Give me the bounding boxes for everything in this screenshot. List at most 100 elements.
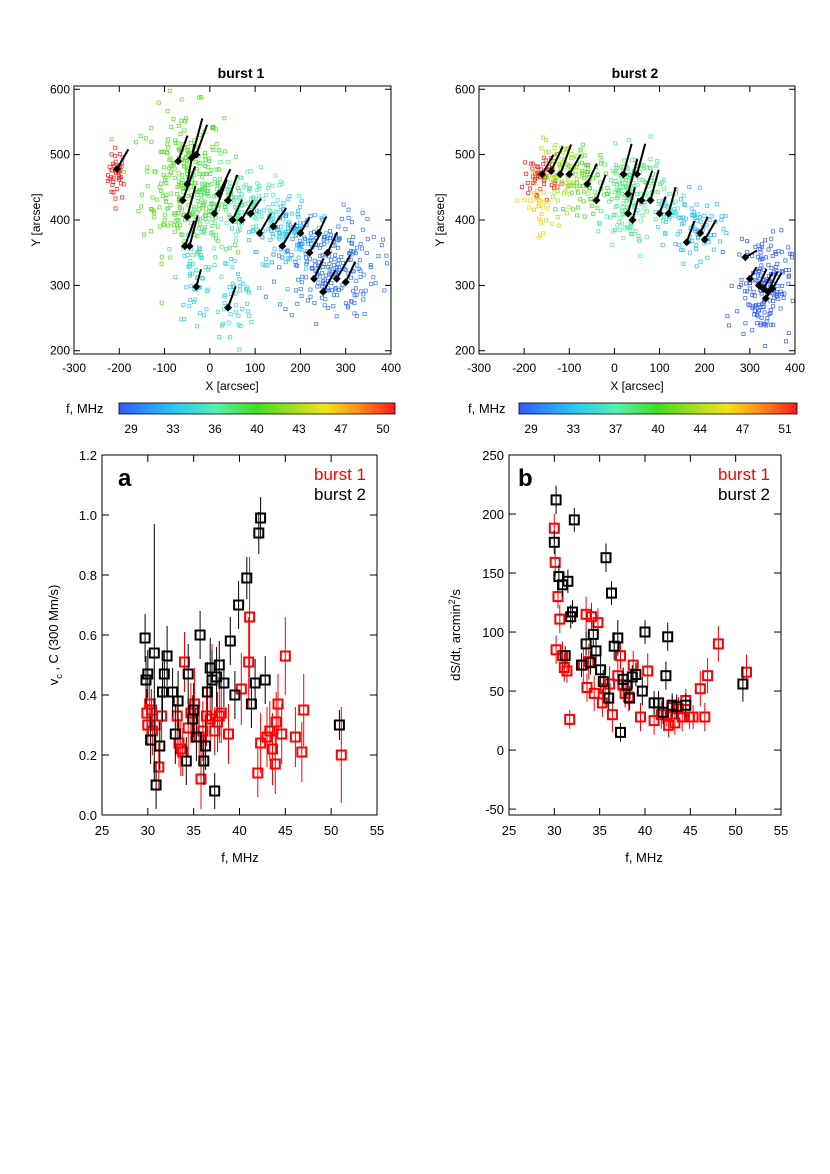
source-point <box>376 254 381 259</box>
source-point <box>153 169 157 174</box>
source-point <box>283 213 288 218</box>
source-point <box>283 307 288 311</box>
source-point <box>184 116 189 121</box>
motion-vector <box>217 168 232 195</box>
source-point <box>768 308 773 312</box>
source-point <box>320 295 324 300</box>
source-point <box>157 205 162 210</box>
source-point <box>279 224 284 229</box>
data-point <box>603 692 615 704</box>
source-point <box>206 213 211 218</box>
source-point <box>150 195 155 200</box>
data-point <box>245 698 257 710</box>
source-point <box>238 288 243 293</box>
data-point <box>568 514 580 526</box>
source-point <box>332 257 337 262</box>
source-point <box>349 275 353 280</box>
source-point <box>622 158 627 163</box>
source-point <box>296 277 301 282</box>
source-point <box>308 256 312 261</box>
source-point <box>354 292 359 297</box>
source-point <box>159 254 164 259</box>
source-point <box>636 233 641 238</box>
source-point <box>694 246 698 251</box>
source-point <box>240 282 245 286</box>
source-point <box>299 198 304 203</box>
source-point <box>271 202 276 207</box>
source-point <box>215 224 220 229</box>
source-point <box>615 194 620 199</box>
source-point <box>341 202 346 207</box>
source-point <box>210 230 215 235</box>
data-point <box>235 683 247 695</box>
source-point <box>118 152 122 157</box>
source-point <box>176 124 181 129</box>
source-point <box>195 167 200 172</box>
colorbar-tick-label: 37 <box>609 422 623 436</box>
source-point <box>613 141 618 146</box>
source-point <box>385 261 389 266</box>
source-centroid <box>619 170 628 179</box>
source-point <box>326 288 331 293</box>
source-point <box>255 181 260 186</box>
colorbar-tick-label: 47 <box>736 422 750 436</box>
map-panel-burst-2: burst 2 -300 -200 -100 0 100 200 300 400 200 300 4… <box>433 65 805 436</box>
source-point <box>718 239 723 244</box>
source-point <box>316 280 321 285</box>
data-point <box>157 686 168 698</box>
source-point <box>536 204 541 209</box>
source-point <box>768 243 773 248</box>
legend-burst-2: burst 2 <box>718 485 770 504</box>
source-point <box>219 274 224 279</box>
motion-vector <box>703 219 717 241</box>
source-point <box>209 201 214 206</box>
source-point <box>111 180 116 185</box>
source-point <box>211 125 216 130</box>
source-point <box>766 247 771 252</box>
source-point <box>335 266 339 270</box>
source-point <box>640 213 645 218</box>
source-point <box>185 148 190 152</box>
source-centroid <box>183 212 192 221</box>
source-point <box>309 235 314 240</box>
data-point <box>694 683 706 695</box>
source-point <box>140 192 144 197</box>
source-point <box>565 162 570 167</box>
source-point <box>678 216 683 221</box>
data-point <box>172 695 184 707</box>
source-point <box>164 151 169 156</box>
source-point <box>197 160 202 165</box>
source-point <box>530 166 535 171</box>
source-point <box>183 119 187 123</box>
source-point <box>619 221 624 226</box>
source-point <box>176 218 181 223</box>
source-point <box>550 179 555 184</box>
source-point <box>574 177 579 182</box>
map-title: burst 2 <box>612 65 659 81</box>
y-tick-label: -50 <box>485 802 504 817</box>
source-point <box>353 286 358 291</box>
source-point <box>614 165 619 170</box>
source-point <box>270 184 275 189</box>
source-point <box>723 214 728 218</box>
source-centroid <box>646 196 655 205</box>
data-point <box>298 704 310 716</box>
source-point <box>368 265 373 270</box>
source-point <box>561 207 566 211</box>
source-point <box>597 220 601 225</box>
source-point <box>250 196 255 201</box>
source-point <box>595 205 600 210</box>
data-point <box>687 711 699 723</box>
x-tick-label: 200 <box>290 361 310 375</box>
source-point <box>216 148 221 153</box>
source-point <box>134 140 138 145</box>
source-point <box>644 235 649 240</box>
source-point <box>584 163 589 168</box>
motion-vector <box>181 165 197 201</box>
source-point <box>546 149 551 154</box>
colorbar-tick-label: 51 <box>778 422 792 436</box>
source-point <box>541 162 546 167</box>
data-point <box>252 767 264 779</box>
source-point <box>215 187 219 192</box>
source-point <box>203 225 208 230</box>
